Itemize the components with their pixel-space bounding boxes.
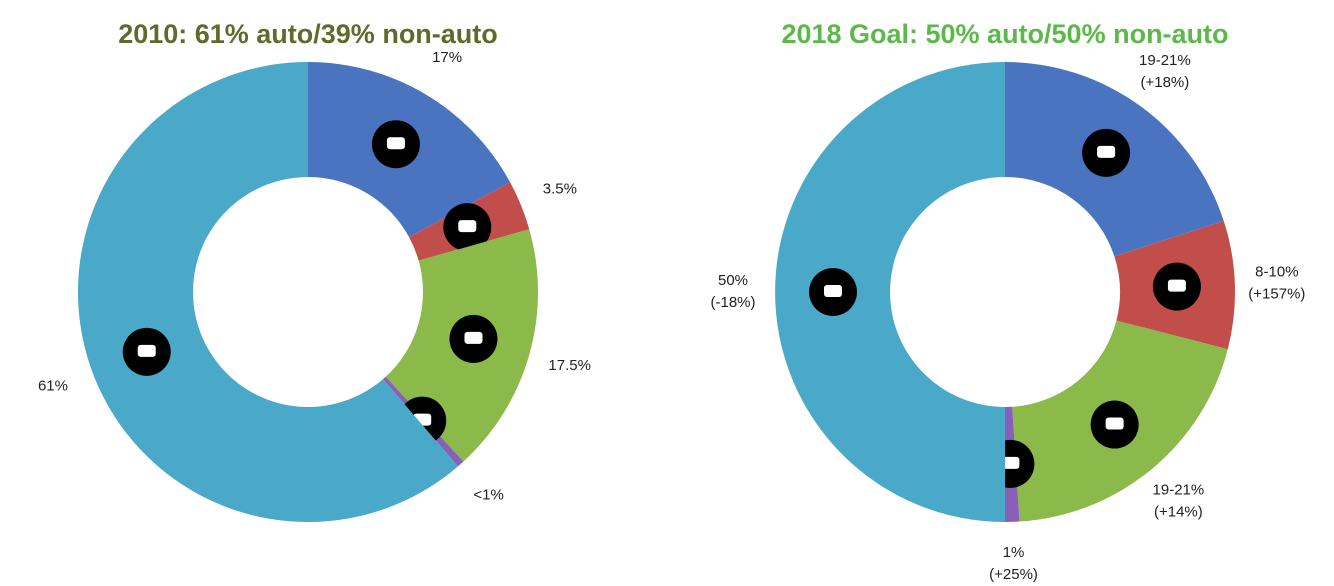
mode-icon — [1152, 262, 1201, 311]
value-label: 1% — [1003, 544, 1025, 561]
mode-icon — [443, 203, 492, 252]
mode-icon — [122, 327, 171, 376]
donut-segment — [775, 62, 1005, 522]
chart-title: 2018 Goal: 50% auto/50% non-auto — [781, 19, 1228, 49]
change-label: (+18%) — [1140, 74, 1189, 91]
mode-icon — [371, 120, 420, 169]
chart-title: 2010: 61% auto/39% non-auto — [118, 19, 498, 49]
icon-glyph — [458, 220, 477, 233]
value-label: 3.5% — [543, 180, 577, 197]
value-label: 19-21% — [1139, 52, 1191, 69]
icon-glyph — [386, 137, 405, 150]
icon-glyph — [1097, 145, 1116, 158]
mode-icon — [449, 314, 498, 363]
icon-glyph — [137, 344, 156, 357]
change-label: (+25%) — [989, 566, 1038, 583]
mode-icon — [809, 268, 857, 316]
value-label: 50% — [718, 272, 748, 289]
icon-glyph — [1167, 279, 1186, 292]
donut-segment — [77, 61, 458, 523]
value-label: 19-21% — [1153, 482, 1205, 499]
change-label: (+157%) — [1248, 285, 1305, 302]
mode-icon — [1082, 128, 1131, 177]
value-label: 17.5% — [548, 357, 591, 374]
change-label: (+14%) — [1154, 504, 1203, 521]
icon-glyph — [824, 285, 842, 297]
icon-glyph — [1105, 417, 1124, 430]
change-label: (-18%) — [710, 294, 755, 311]
value-label: <1% — [473, 486, 503, 503]
icon-glyph — [1001, 456, 1020, 469]
mode-icon — [1090, 400, 1139, 449]
icon-glyph — [464, 331, 483, 344]
value-label: 17% — [432, 49, 462, 66]
value-label: 8-10% — [1255, 263, 1298, 280]
value-label: 61% — [38, 378, 68, 395]
